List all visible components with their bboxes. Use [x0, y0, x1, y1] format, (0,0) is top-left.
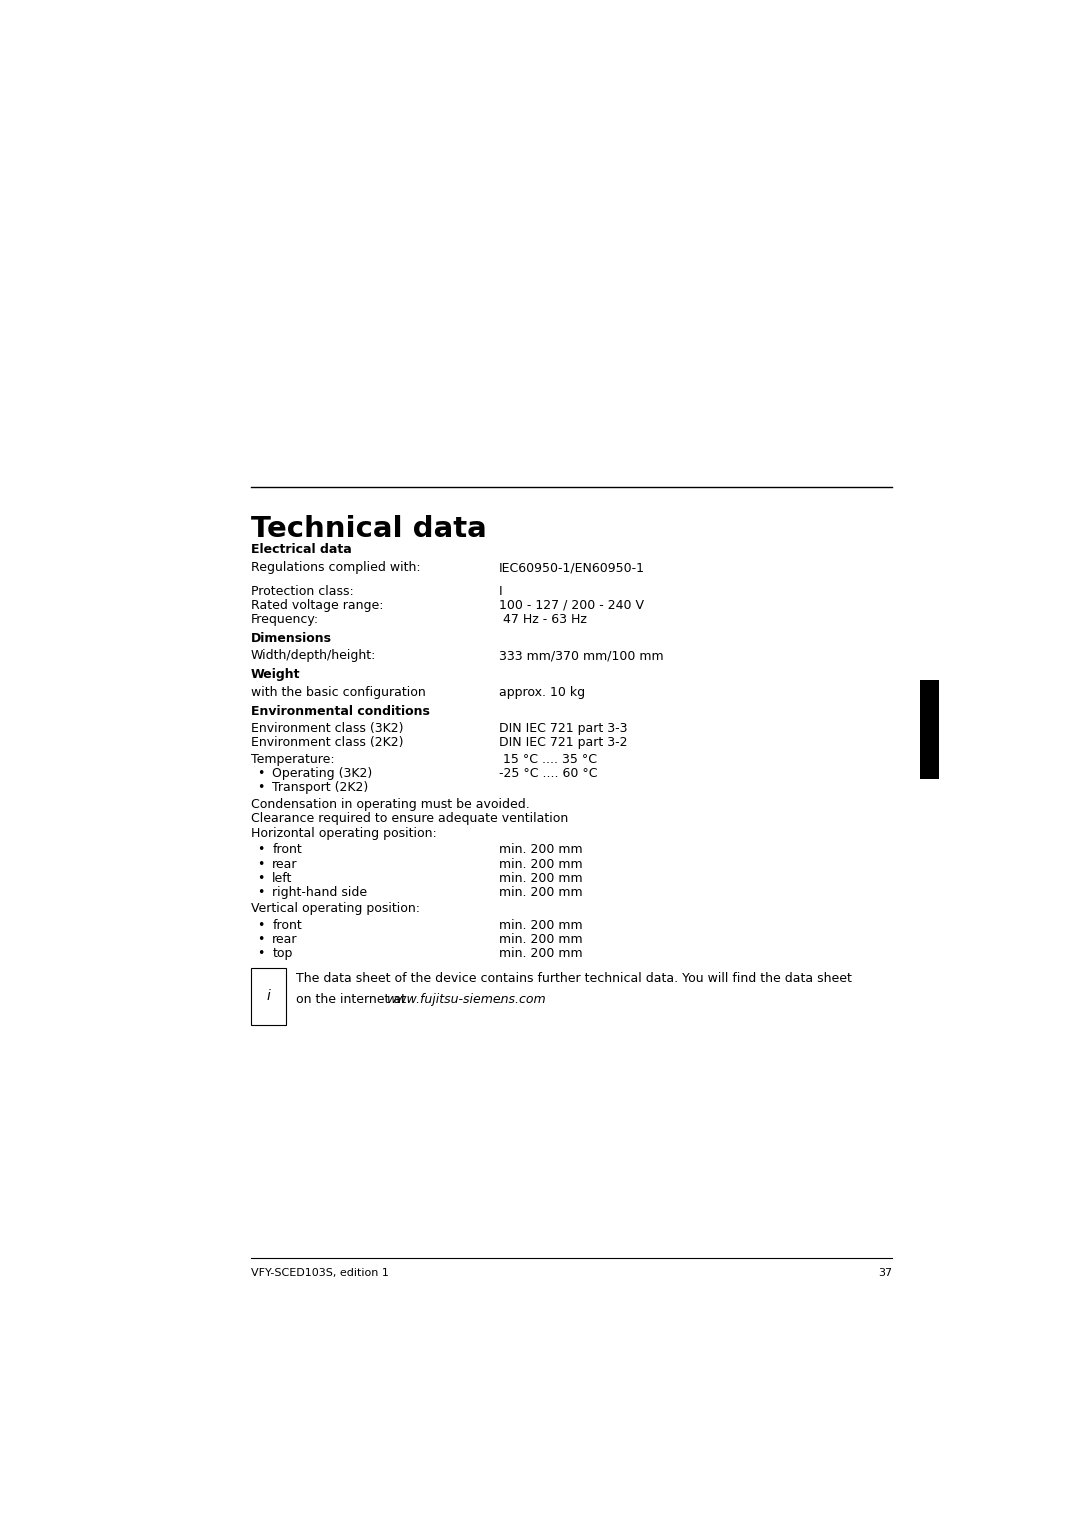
Text: •: •: [257, 947, 265, 960]
Text: I: I: [499, 585, 502, 597]
Bar: [920, 680, 939, 779]
Text: 15 °C .... 35 °C: 15 °C .... 35 °C: [499, 753, 597, 766]
Text: IEC60950-1/EN60950-1: IEC60950-1/EN60950-1: [499, 561, 645, 575]
Text: Protection class:: Protection class:: [251, 585, 353, 597]
Text: Rated voltage range:: Rated voltage range:: [251, 599, 383, 611]
Text: min. 200 mm: min. 200 mm: [499, 886, 583, 898]
Text: right-hand side: right-hand side: [272, 886, 367, 898]
Text: Regulations complied with:: Regulations complied with:: [251, 561, 420, 575]
Text: Clearance required to ensure adequate ventilation: Clearance required to ensure adequate ve…: [251, 811, 568, 825]
Text: i: i: [266, 989, 270, 1004]
Text: min. 200 mm: min. 200 mm: [499, 947, 583, 960]
Text: Width/depth/height:: Width/depth/height:: [251, 649, 376, 662]
Text: top: top: [272, 947, 293, 960]
Text: rear: rear: [272, 932, 298, 946]
Text: -25 °C .... 60 °C: -25 °C .... 60 °C: [499, 767, 597, 779]
Text: Transport (2K2): Transport (2K2): [272, 781, 368, 795]
Text: DIN IEC 721 part 3-2: DIN IEC 721 part 3-2: [499, 736, 627, 749]
Text: •: •: [257, 886, 265, 898]
Text: Temperature:: Temperature:: [251, 753, 334, 766]
Bar: [251, 969, 285, 1025]
Text: •: •: [257, 781, 265, 795]
Text: 100 - 127 / 200 - 240 V: 100 - 127 / 200 - 240 V: [499, 599, 644, 611]
Text: Dimensions: Dimensions: [251, 631, 332, 645]
Text: front: front: [272, 918, 302, 932]
Text: left: left: [272, 871, 293, 885]
Text: min. 200 mm: min. 200 mm: [499, 871, 583, 885]
Text: www.fujitsu-siemens.com: www.fujitsu-siemens.com: [387, 993, 546, 1005]
Text: 37: 37: [878, 1268, 892, 1277]
Text: min. 200 mm: min. 200 mm: [499, 857, 583, 871]
Text: DIN IEC 721 part 3-3: DIN IEC 721 part 3-3: [499, 723, 627, 735]
Text: Environment class (2K2): Environment class (2K2): [251, 736, 403, 749]
Text: •: •: [257, 932, 265, 946]
Text: Environment class (3K2): Environment class (3K2): [251, 723, 403, 735]
Text: Frequency:: Frequency:: [251, 613, 319, 626]
Text: •: •: [257, 918, 265, 932]
Text: .: .: [498, 993, 502, 1005]
Text: rear: rear: [272, 857, 298, 871]
Text: Electrical data: Electrical data: [251, 544, 351, 556]
Text: min. 200 mm: min. 200 mm: [499, 932, 583, 946]
Text: VFY-SCED103S, edition 1: VFY-SCED103S, edition 1: [251, 1268, 389, 1277]
Text: 47 Hz - 63 Hz: 47 Hz - 63 Hz: [499, 613, 586, 626]
Text: with the basic configuration: with the basic configuration: [251, 686, 426, 698]
Text: •: •: [257, 871, 265, 885]
Text: Condensation in operating must be avoided.: Condensation in operating must be avoide…: [251, 798, 529, 810]
Text: •: •: [257, 857, 265, 871]
Text: front: front: [272, 843, 302, 856]
Text: Vertical operating position:: Vertical operating position:: [251, 902, 419, 915]
Text: min. 200 mm: min. 200 mm: [499, 843, 583, 856]
Text: •: •: [257, 767, 265, 779]
Text: The data sheet of the device contains further technical data. You will find the : The data sheet of the device contains fu…: [296, 972, 851, 984]
Text: Horizontal operating position:: Horizontal operating position:: [251, 827, 436, 840]
Text: approx. 10 kg: approx. 10 kg: [499, 686, 585, 698]
Text: 333 mm/370 mm/100 mm: 333 mm/370 mm/100 mm: [499, 649, 664, 662]
Text: Operating (3K2): Operating (3K2): [272, 767, 373, 779]
Text: Technical data: Technical data: [251, 515, 486, 542]
Text: •: •: [257, 843, 265, 856]
Text: min. 200 mm: min. 200 mm: [499, 918, 583, 932]
Text: Weight: Weight: [251, 668, 300, 681]
Text: Environmental conditions: Environmental conditions: [251, 704, 430, 718]
Text: on the internet at: on the internet at: [296, 993, 409, 1005]
